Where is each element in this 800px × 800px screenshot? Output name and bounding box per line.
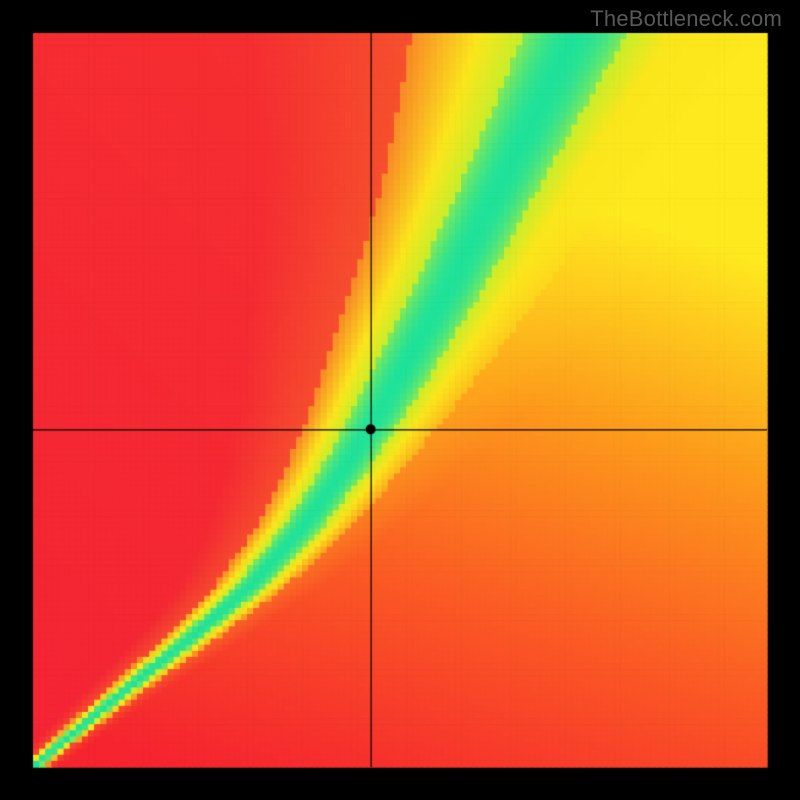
heatmap-canvas bbox=[0, 0, 800, 800]
chart-container: TheBottleneck.com bbox=[0, 0, 800, 800]
watermark-text: TheBottleneck.com bbox=[590, 6, 782, 32]
